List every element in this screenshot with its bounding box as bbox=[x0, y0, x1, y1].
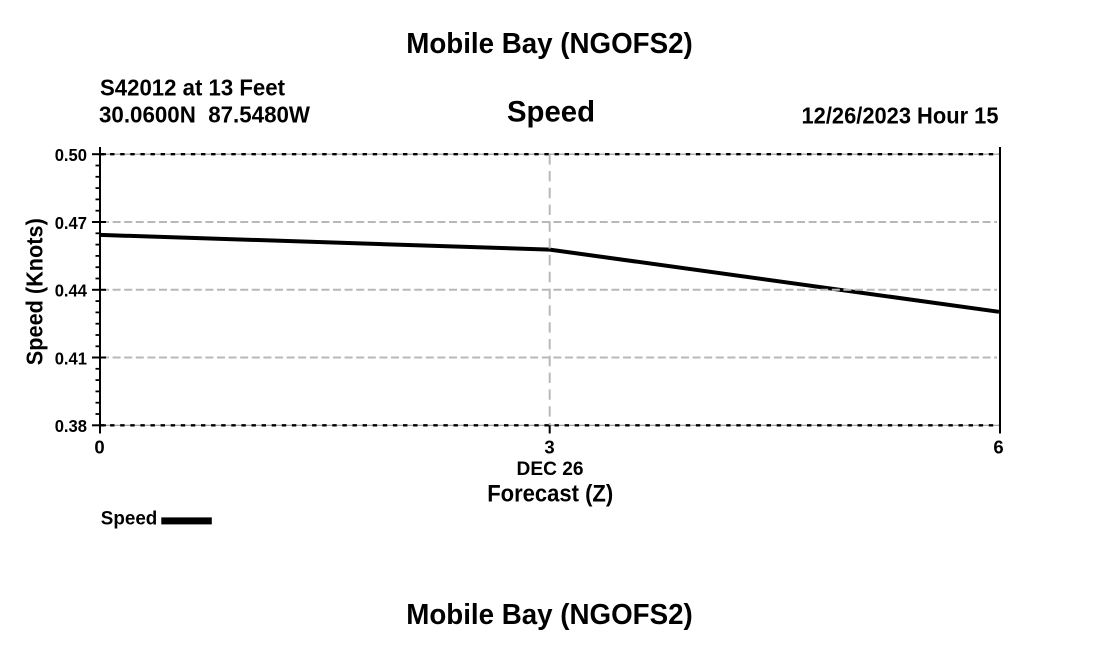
svg-text:Speed: Speed bbox=[101, 508, 158, 530]
svg-text:Mobile Bay (NGOFS2): Mobile Bay (NGOFS2) bbox=[406, 599, 693, 631]
svg-text:6: 6 bbox=[993, 437, 1003, 458]
svg-text:0.41: 0.41 bbox=[55, 348, 88, 368]
svg-text:30.0600N 87.5480W: 30.0600N 87.5480W bbox=[99, 102, 310, 128]
svg-text:0.50: 0.50 bbox=[55, 145, 88, 165]
svg-text:DEC 26: DEC 26 bbox=[517, 458, 584, 480]
svg-text:Speed (Knots): Speed (Knots) bbox=[22, 218, 48, 365]
svg-text:0.38: 0.38 bbox=[55, 416, 88, 436]
svg-text:0.47: 0.47 bbox=[55, 213, 87, 233]
svg-text:0.44: 0.44 bbox=[55, 281, 88, 301]
svg-text:Speed: Speed bbox=[507, 96, 595, 129]
svg-text:S42012 at 13 Feet: S42012 at 13 Feet bbox=[100, 75, 285, 101]
svg-text:Forecast (Z): Forecast (Z) bbox=[487, 480, 613, 507]
svg-text:Mobile Bay (NGOFS2): Mobile Bay (NGOFS2) bbox=[406, 28, 693, 60]
svg-text:12/26/2023 Hour 15: 12/26/2023 Hour 15 bbox=[802, 103, 999, 129]
svg-text:0: 0 bbox=[94, 437, 104, 458]
svg-text:3: 3 bbox=[544, 437, 554, 458]
